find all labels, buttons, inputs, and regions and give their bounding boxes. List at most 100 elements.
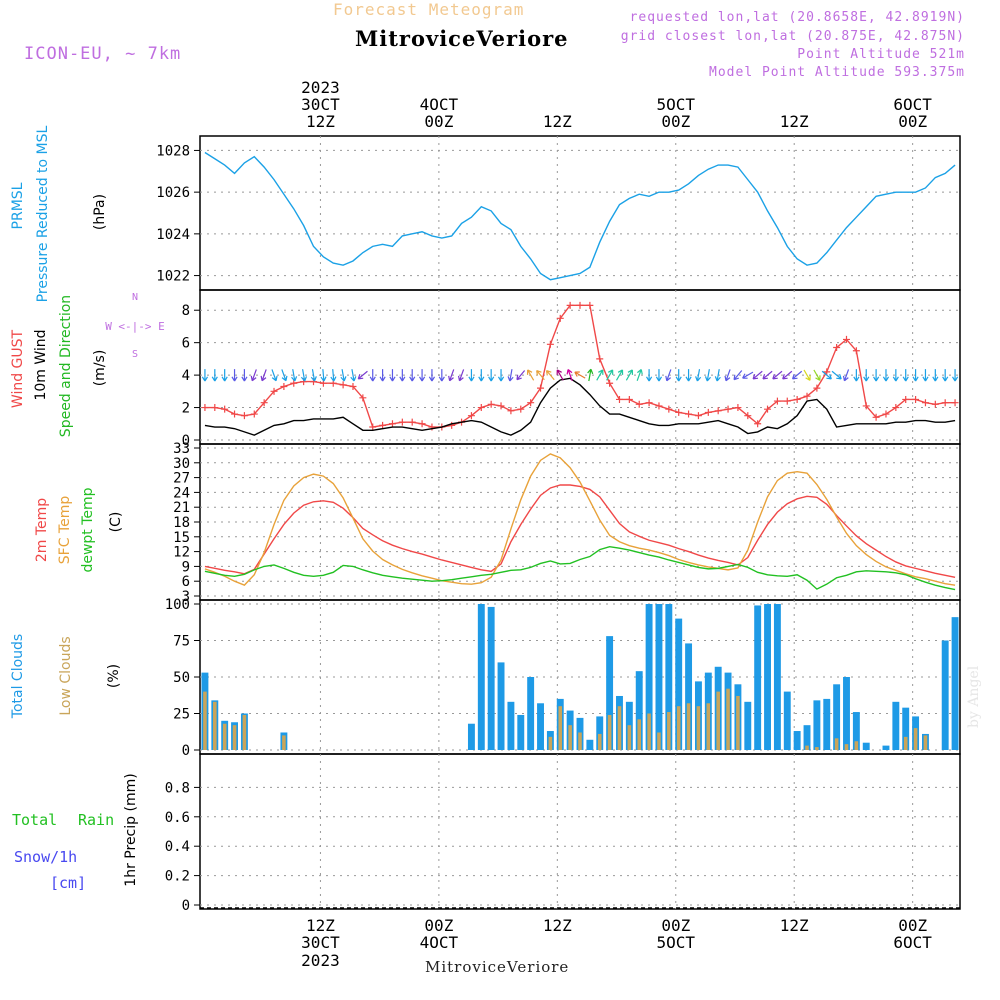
direction-label: Speed and Direction [58,295,74,437]
wind-direction-arrow [922,369,929,382]
precip-rain-label: Rain [78,811,114,829]
wind-direction-arrow [742,371,754,379]
gust-marker [902,395,910,403]
wind-label: 10m Wind [33,329,49,400]
gust-marker [665,405,673,413]
precip-cm-label: [cm] [50,874,86,892]
gust-marker [201,404,209,412]
gust-marker [872,413,880,421]
wind-direction-arrow [606,369,614,381]
low-cloud-bar [647,713,651,750]
wind-direction-arrow [951,369,959,382]
temp-label: 2m Temp [34,498,50,562]
series-line-2m-temp [204,484,956,578]
gust-marker [408,418,416,426]
ytick-label: 0.2 [165,869,190,885]
ytick-label: 0 [182,433,190,449]
precip-total-label: Total [12,811,57,829]
wind-direction-arrow [291,369,298,382]
ytick-label: 33 [173,441,190,457]
ytick-label: 1024 [156,227,190,243]
top-hour-label: 12Z [543,112,572,131]
gust-marker [892,404,900,412]
series-line-wind-gust [204,304,956,428]
wind-direction-arrow [655,369,663,382]
wind-direction-arrow [625,369,634,381]
low-cloud-bar [232,725,237,750]
wind-direction-arrow [675,369,682,382]
ytick-label: 50 [173,670,190,686]
sfc-temp-label: SFC Temp [57,496,73,565]
series-line-dewpt-temp [204,545,956,591]
total-cloud-bar [655,604,663,750]
total-cloud-bar [477,604,485,750]
gust-marker [477,404,485,412]
total-clouds-label: Total Clouds [10,634,26,719]
bottom-hour-label: 12Z [306,916,335,935]
wind-direction-arrow [685,369,692,382]
wind-direction-arrow [704,369,712,382]
bottom-year-label: 2023 [301,951,340,970]
gust-marker [349,382,357,390]
clouds-unit: (%) [106,664,122,688]
wind-direction-arrow [714,369,721,382]
total-cloud-bar [517,714,525,750]
low-cloud-bar [706,703,711,750]
series-line-sfc-temp [204,453,956,586]
gust-marker [507,407,515,415]
compass-we: W <-|-> E [105,320,165,333]
gust-marker [931,400,939,408]
gust-marker [823,368,831,376]
low-cloud-bar [844,744,849,750]
gust-marker [685,410,693,418]
low-cloud-bar [548,736,553,750]
gust-marker [783,397,791,405]
ytick-label: 18 [173,515,190,531]
total-cloud-bar [892,701,900,750]
wind-direction-arrow [231,369,238,382]
wind-direction-arrow [389,369,396,382]
total-cloud-bar [487,606,495,750]
bottom-hour-label: 12Z [543,916,572,935]
wind-direction-arrow [281,369,288,382]
top-date-label: 6OCT [893,95,932,114]
wind-direction-arrow [574,371,586,379]
wind-direction-arrow [379,369,386,382]
ytick-label: 3 [182,589,190,605]
wind-direction-arrow [831,370,842,380]
bottom-date-label: 5OCT [657,933,696,952]
wind-direction-arrow [873,369,880,382]
low-cloud-bar [716,691,720,750]
total-cloud-bar [902,707,910,750]
panel-wind [194,289,961,445]
gust-marker [280,382,288,390]
wind-direction-arrow [241,369,248,382]
wind-direction-arrow [438,369,445,382]
gust-marker [497,402,505,410]
bottom-date-label: 4OCT [420,933,459,952]
wind-direction-arrow [201,369,209,382]
low-cloud-bar [222,723,227,750]
bottom-hour-label: 12Z [780,916,809,935]
top-date-label: 4OCT [420,95,459,114]
gust-marker [694,412,702,420]
gust-marker [852,347,860,355]
low-cloud-bar [568,725,572,750]
low-cloud-bar [617,706,622,750]
gust-marker [527,399,535,407]
total-cloud-bar [537,703,544,750]
low-cloud-bar [805,745,809,750]
low-cloud-bar [637,719,641,750]
gust-marker [754,420,762,428]
ytick-label: 1026 [156,185,190,201]
total-cloud-bar [823,698,831,750]
ytick-label: 12 [173,545,190,561]
wind-direction-arrow [536,369,545,381]
gust-marker [704,408,712,416]
ytick-label: 1022 [156,269,190,285]
top-hour-label: 00Z [898,112,927,131]
wind-direction-arrow [271,369,278,382]
low-cloud-bar [282,735,286,750]
gust-marker [231,410,239,418]
gust-marker [260,399,268,407]
